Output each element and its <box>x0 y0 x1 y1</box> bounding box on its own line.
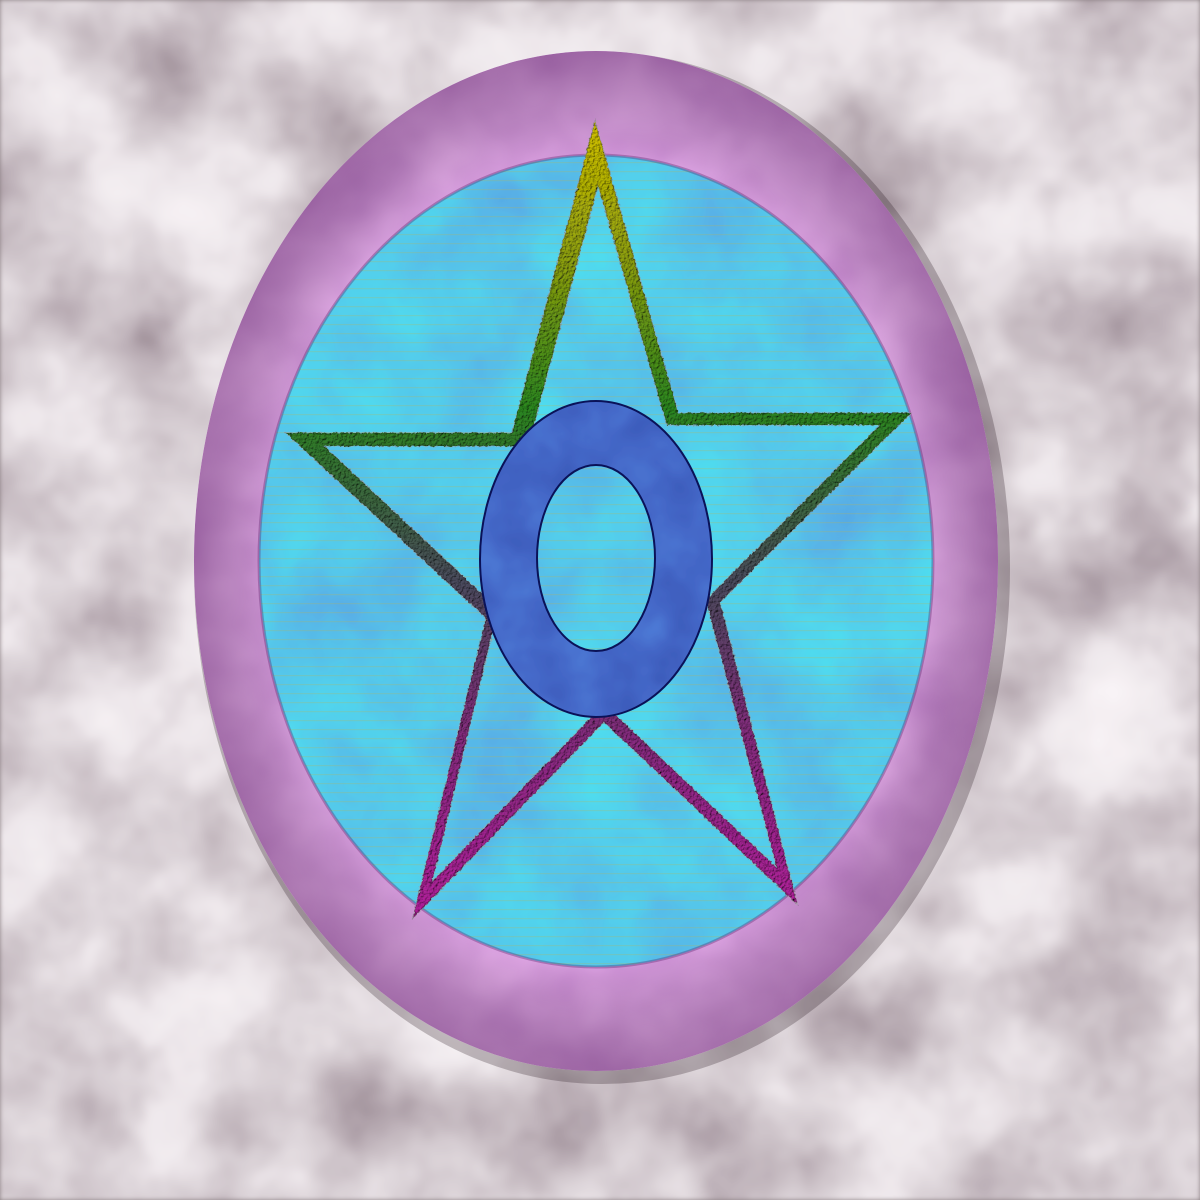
blue-oval-field <box>259 155 933 967</box>
emblem-canvas <box>0 0 1200 1200</box>
emblem-artwork <box>0 0 1200 1200</box>
